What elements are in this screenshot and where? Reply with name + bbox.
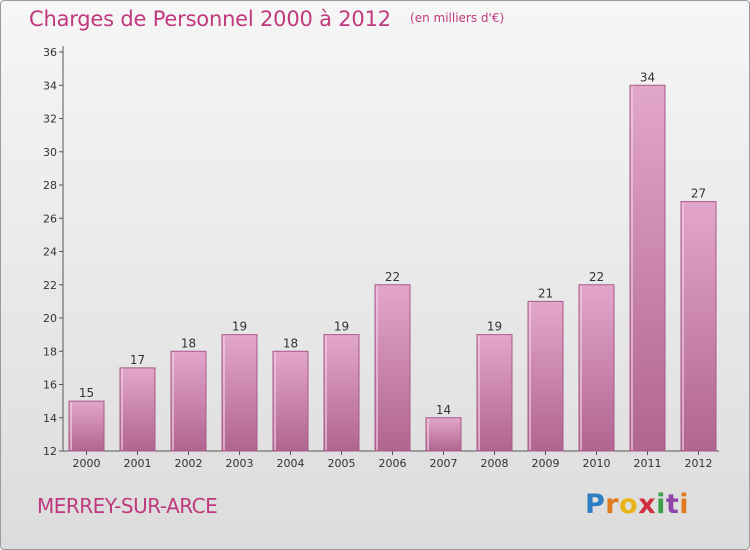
y-tick-label: 16 — [43, 379, 57, 392]
proxiti-logo: Proxiti — [585, 489, 690, 520]
bar-highlight — [529, 302, 531, 450]
data-label: 18 — [283, 336, 298, 350]
x-tick-label: 2010 — [583, 457, 611, 470]
y-tick-label: 12 — [43, 445, 57, 458]
bar — [119, 367, 156, 452]
bar — [680, 201, 717, 452]
bar-highlight — [172, 352, 174, 450]
chart-subtitle: (en milliers d'€) — [410, 11, 505, 25]
x-tick-label: 2007 — [430, 457, 458, 470]
bar-highlight — [682, 202, 684, 450]
bar — [68, 400, 105, 452]
data-label: 19 — [232, 320, 247, 334]
bar — [578, 284, 615, 452]
bar-highlight — [427, 418, 429, 450]
bar — [221, 334, 258, 452]
data-label: 21 — [538, 286, 553, 300]
data-label: 18 — [181, 336, 196, 350]
bar-highlight — [121, 368, 123, 450]
y-tick-label: 28 — [43, 179, 57, 192]
y-tick-label: 36 — [43, 46, 57, 59]
y-tick-label: 30 — [43, 146, 57, 159]
x-axis: 2000 2001 2002 2003 2004 2005 2006 2007 2008 2009… — [63, 450, 719, 470]
y-tick-label: 34 — [43, 79, 57, 92]
chart-title: Charges de Personnel 2000 à 2012 — [29, 7, 391, 31]
bar-highlight — [274, 352, 276, 450]
title-row: Charges de Personnel 2000 à 2012 (en mil… — [29, 7, 504, 31]
data-label: 34 — [640, 70, 655, 84]
x-tick-label: 2000 — [73, 457, 101, 470]
bars: 15 17 18 19 18 19 22 14 19 21 22 34 27 — [68, 70, 717, 452]
bar-highlight — [325, 335, 327, 450]
x-tick-label: 2005 — [328, 457, 356, 470]
y-axis: 12 14 16 18 20 22 24 26 28 30 32 34 36 — [43, 46, 64, 458]
data-label: 27 — [691, 187, 706, 201]
bar — [170, 350, 207, 452]
data-label: 17 — [130, 353, 145, 367]
x-tick-label: 2004 — [277, 457, 305, 470]
bar — [425, 417, 462, 452]
bar-highlight — [478, 335, 480, 450]
y-tick-label: 14 — [43, 412, 57, 425]
data-label: 19 — [487, 320, 502, 334]
x-tick-label: 2011 — [634, 457, 662, 470]
y-tick-label: 20 — [43, 312, 57, 325]
y-tick-label: 32 — [43, 113, 57, 126]
bar-highlight — [631, 86, 633, 450]
bar — [374, 284, 411, 452]
bar — [476, 334, 513, 452]
x-tick-label: 2006 — [379, 457, 407, 470]
bar — [272, 350, 309, 452]
y-tick-label: 24 — [43, 246, 57, 259]
x-tick-label: 2002 — [175, 457, 203, 470]
x-tick-label: 2003 — [226, 457, 254, 470]
commune-name: MERREY-SUR-ARCE — [37, 494, 218, 518]
data-label: 14 — [436, 403, 451, 417]
data-label: 19 — [334, 320, 349, 334]
x-tick-label: 2012 — [685, 457, 713, 470]
bar-highlight — [580, 285, 582, 450]
bar — [527, 300, 564, 452]
bar-highlight — [223, 335, 225, 450]
y-tick-label: 22 — [43, 279, 57, 292]
bar — [629, 84, 666, 452]
x-tick-label: 2008 — [481, 457, 509, 470]
data-label: 22 — [385, 270, 400, 284]
x-tick-label: 2009 — [532, 457, 560, 470]
bar — [323, 334, 360, 452]
data-label: 22 — [589, 270, 604, 284]
y-tick-label: 26 — [43, 212, 57, 225]
y-tick-label: 18 — [43, 345, 57, 358]
bar-highlight — [376, 285, 378, 450]
data-label: 15 — [79, 386, 94, 400]
bar-highlight — [70, 402, 72, 450]
x-tick-label: 2001 — [124, 457, 152, 470]
